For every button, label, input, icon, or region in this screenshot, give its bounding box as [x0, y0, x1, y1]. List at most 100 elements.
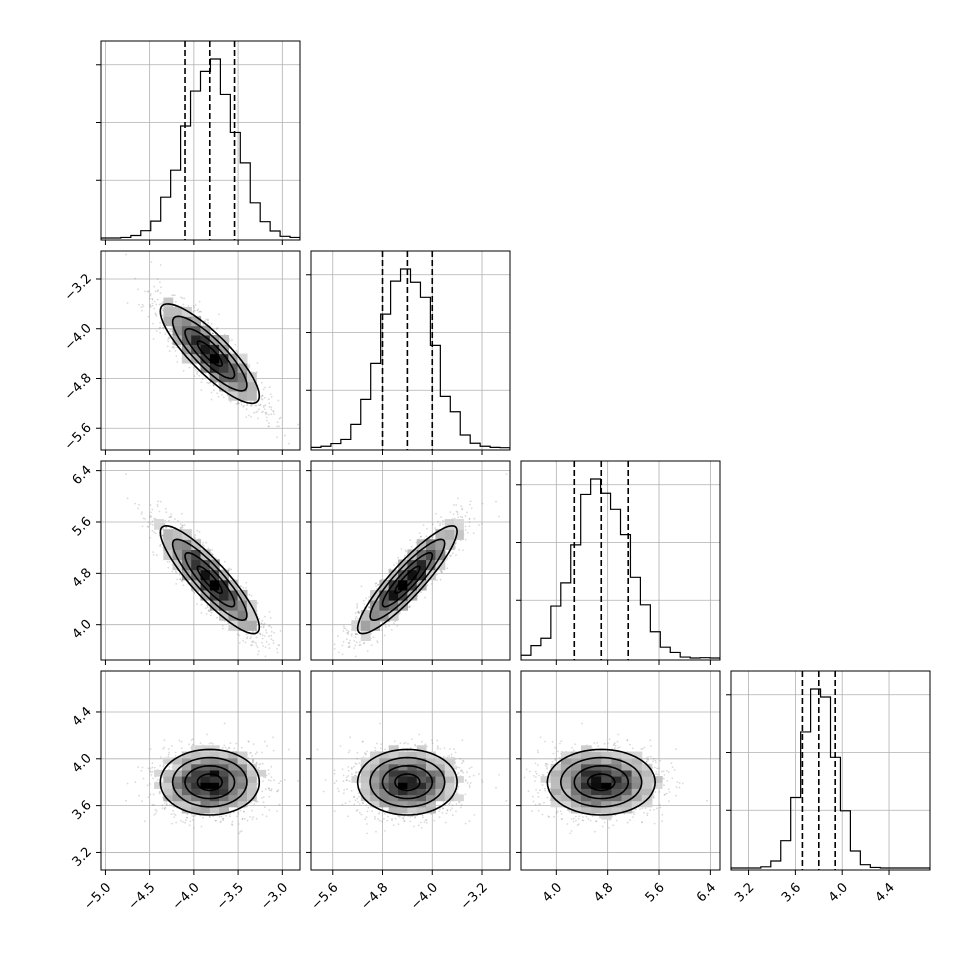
- scatter-point: [151, 298, 154, 301]
- scatter-point: [355, 633, 358, 636]
- scatter-point: [425, 535, 428, 538]
- scatter-point: [250, 644, 252, 647]
- density-cell: [191, 353, 202, 364]
- scatter-point: [269, 617, 272, 619]
- scatter-point: [207, 547, 210, 550]
- scatter-point: [258, 617, 260, 620]
- tick-label-y: −4.8: [62, 371, 95, 404]
- scatter-point: [250, 594, 253, 597]
- corner-plot-panels: −5.6−4.8−4.0−3.24.04.85.66.43.23.64.04.4…: [62, 40, 931, 913]
- scatter-point: [260, 382, 263, 384]
- panel-2-1: [306, 460, 511, 665]
- histogram-1: [311, 268, 510, 450]
- scatter-point: [264, 615, 266, 618]
- scatter-point: [179, 345, 182, 348]
- scatter-point: [248, 593, 251, 596]
- scatter-point: [259, 632, 262, 635]
- scatter-point: [469, 500, 472, 503]
- scatter-point: [255, 404, 258, 407]
- scatter-point: [206, 604, 209, 607]
- scatter-point: [162, 534, 164, 536]
- scatter-point: [181, 524, 184, 527]
- scatter-point: [257, 650, 260, 653]
- scatter-point: [263, 404, 265, 407]
- scatter-point: [207, 382, 210, 384]
- scatter-point: [270, 396, 273, 398]
- scatter-point: [259, 404, 262, 407]
- panel-frame: [100, 460, 301, 661]
- scatter-point: [149, 303, 151, 306]
- scatter-point: [150, 511, 152, 514]
- scatter-point: [383, 634, 386, 637]
- scatter-point: [258, 404, 260, 407]
- scatter-point: [207, 319, 209, 322]
- scatter-point: [276, 421, 279, 424]
- scatter-point: [221, 627, 224, 630]
- scatter-point: [250, 416, 253, 418]
- scatter-point: [155, 554, 158, 557]
- scatter-point: [159, 545, 162, 548]
- density-cell: [172, 335, 183, 345]
- scatter-point: [192, 305, 195, 307]
- scatter-point: [284, 664, 286, 666]
- scatter-point: [248, 366, 251, 368]
- scatter-point: [284, 434, 286, 437]
- panel-frame: [100, 40, 301, 241]
- panel-0-0: [96, 40, 301, 245]
- scatter-point: [146, 525, 149, 528]
- density-cell: [237, 600, 248, 611]
- density-cell: [172, 316, 183, 327]
- scatter-point: [297, 664, 299, 666]
- tick-label-y: −5.6: [62, 420, 95, 453]
- scatter-point: [156, 290, 159, 293]
- scatter-point: [151, 523, 154, 526]
- scatter-point: [264, 386, 266, 389]
- scatter-point: [203, 545, 205, 547]
- scatter-point: [159, 264, 162, 266]
- scatter-point: [217, 313, 220, 316]
- scatter-point: [262, 410, 264, 413]
- scatter-point: [156, 278, 159, 280]
- density-cell: [163, 307, 174, 317]
- scatter-point: [202, 541, 205, 544]
- scatter-point: [248, 414, 250, 417]
- scatter-point: [240, 585, 243, 588]
- scatter-point: [212, 384, 215, 387]
- scatter-point: [388, 620, 391, 623]
- scatter-point: [215, 327, 218, 330]
- scatter-point: [149, 515, 152, 517]
- scatter-point: [181, 526, 184, 529]
- tick-label-y: 4.8: [70, 566, 95, 591]
- scatter-point: [180, 523, 182, 526]
- scatter-point: [276, 436, 279, 439]
- scatter-point: [153, 531, 156, 534]
- scatter-point: [142, 517, 145, 520]
- scatter-point: [206, 606, 209, 609]
- scatter-point: [456, 511, 459, 514]
- scatter-point: [257, 417, 259, 420]
- scatter-point: [226, 394, 229, 396]
- scatter-point: [221, 394, 223, 396]
- scatter-point: [170, 513, 173, 516]
- contour-level-0: [196, 340, 224, 367]
- scatter-point: [173, 347, 176, 349]
- density-cell: [237, 353, 248, 364]
- scatter-point: [262, 388, 265, 391]
- scatter-point: [222, 396, 225, 399]
- scatter-point: [150, 515, 153, 518]
- scatter-point: [420, 591, 422, 594]
- scatter-point: [196, 603, 199, 605]
- scatter-point: [244, 641, 247, 644]
- scatter-point: [236, 633, 239, 635]
- scatter-point: [198, 311, 200, 313]
- scatter-point: [229, 569, 231, 571]
- scatter-point: [153, 285, 156, 288]
- scatter-point: [182, 584, 185, 587]
- scatter-point: [363, 603, 366, 605]
- scatter-point: [210, 323, 213, 325]
- scatter-point: [453, 504, 455, 506]
- scatter-point: [277, 399, 280, 402]
- density-cell: [209, 344, 220, 355]
- density-cell: [219, 344, 229, 355]
- density-cell: [228, 381, 239, 392]
